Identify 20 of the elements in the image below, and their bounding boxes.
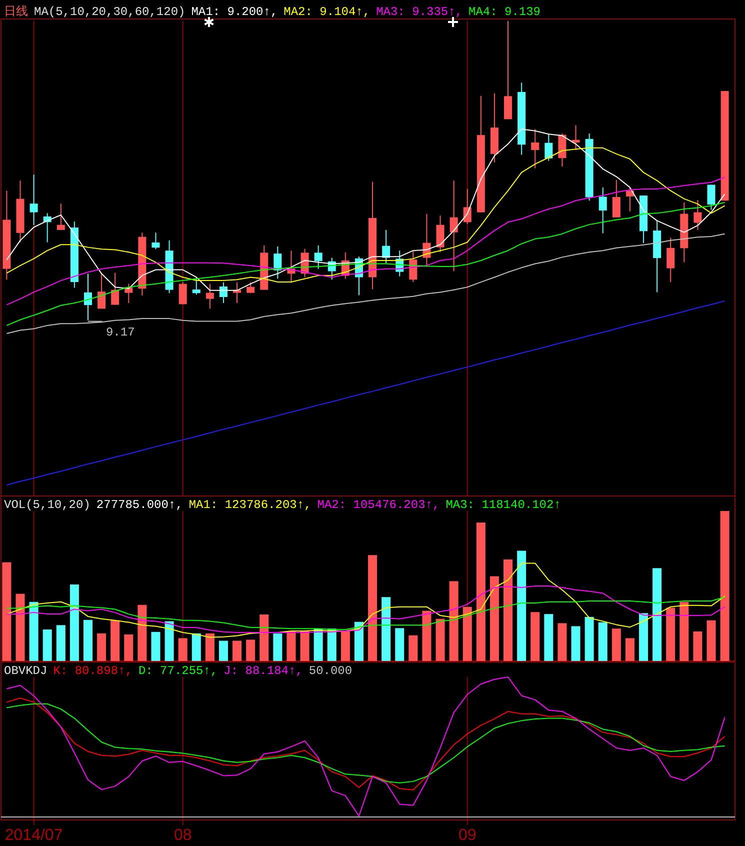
annotation: 9.17 xyxy=(106,325,135,340)
x-tick-label: 2014/07 xyxy=(4,827,63,844)
chart-subtitle: MA(5,10,20,30,60,120) xyxy=(34,5,186,19)
annotation: 277785.000↑, xyxy=(96,498,183,512)
chart-title: OBVKDJ xyxy=(4,664,48,678)
text: MA1: 9.200↑, xyxy=(191,5,278,19)
text: MA3: 9.335↑, xyxy=(376,5,462,19)
chart-title: VOL(5,10,20) xyxy=(4,498,90,512)
annotation: 50.000 xyxy=(308,664,352,678)
annotation: MA2: 105476.203↑, xyxy=(317,498,440,512)
x-tick-label: 09 xyxy=(458,827,476,844)
text: MA4: 9.139 xyxy=(468,5,541,19)
text: MA2: 9.104↑, xyxy=(284,5,370,19)
x-tick-label: 08 xyxy=(174,827,192,844)
annotation: D: 77.255↑, xyxy=(138,664,218,678)
annotation: MA1: 123786.203↑, xyxy=(188,498,312,512)
chart-title: 日线 xyxy=(4,5,28,19)
annotation: MA3: 118140.102↑ xyxy=(446,498,561,512)
annotation: K: 80.898↑, xyxy=(53,664,132,678)
annotation: J: 88.184↑, xyxy=(224,664,303,678)
